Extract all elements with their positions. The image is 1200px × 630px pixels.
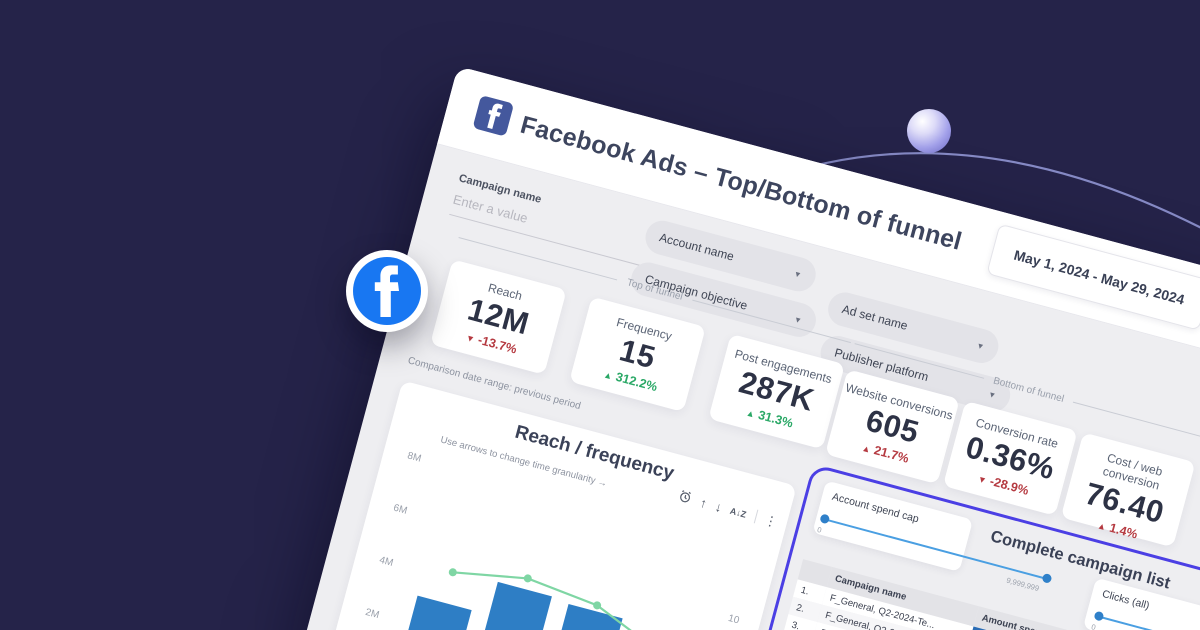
dashboard-card: Facebook Ads – Top/Bottom of funnel May …	[261, 66, 1200, 630]
arrow-up-icon: ▲	[1096, 520, 1108, 533]
spend-cap-slider-handle-max[interactable]	[1041, 572, 1053, 584]
metric-card-frequency: Frequency 15 ▲ 312.2%	[569, 296, 706, 413]
alarm-icon[interactable]	[676, 488, 694, 507]
dropdown-label: Ad set name	[840, 301, 910, 333]
metric-card-cost-web-conversion: Cost / web conversion 76.40 ▲ 1.4%	[1060, 432, 1196, 548]
arrow-up-icon: ▲	[860, 442, 872, 455]
chart-toolbar: ↑ ↓ A↓Z ⋮	[676, 488, 779, 530]
arrow-up-icon: ▲	[602, 369, 614, 382]
metric-card-reach: Reach 12M ▼ -13.7%	[430, 259, 567, 375]
chevron-down-icon: ▼	[792, 268, 803, 280]
arrow-down-icon: ▼	[976, 473, 988, 486]
reach-frequency-chart-card: Reach / frequency Use arrows to change t…	[314, 380, 797, 630]
spend-cap-filter-card: Account spend cap	[812, 480, 974, 572]
metric-card-conversion-rate: Conversion rate 0.36% ▼ -28.9%	[942, 400, 1078, 516]
facebook-logo-badge	[346, 250, 428, 332]
chevron-down-icon: ▼	[975, 340, 986, 352]
spend-cap-max-label: 9,999,999	[1005, 575, 1041, 594]
arrow-up-icon: ▲	[744, 407, 757, 420]
spend-cap-label: Account spend cap	[830, 490, 921, 526]
planet-sphere	[907, 109, 951, 153]
facebook-square-icon	[472, 95, 515, 137]
frequency-line	[448, 568, 688, 630]
column-header-amount-spent[interactable]: Amount spent ▾	[973, 606, 1076, 630]
facebook-circle-icon	[353, 257, 421, 325]
chevron-down-icon: ▼	[987, 389, 998, 400]
dashboard-header: Facebook Ads – Top/Bottom of funnel May …	[437, 66, 1200, 419]
arrow-down-icon: ▼	[464, 332, 476, 345]
